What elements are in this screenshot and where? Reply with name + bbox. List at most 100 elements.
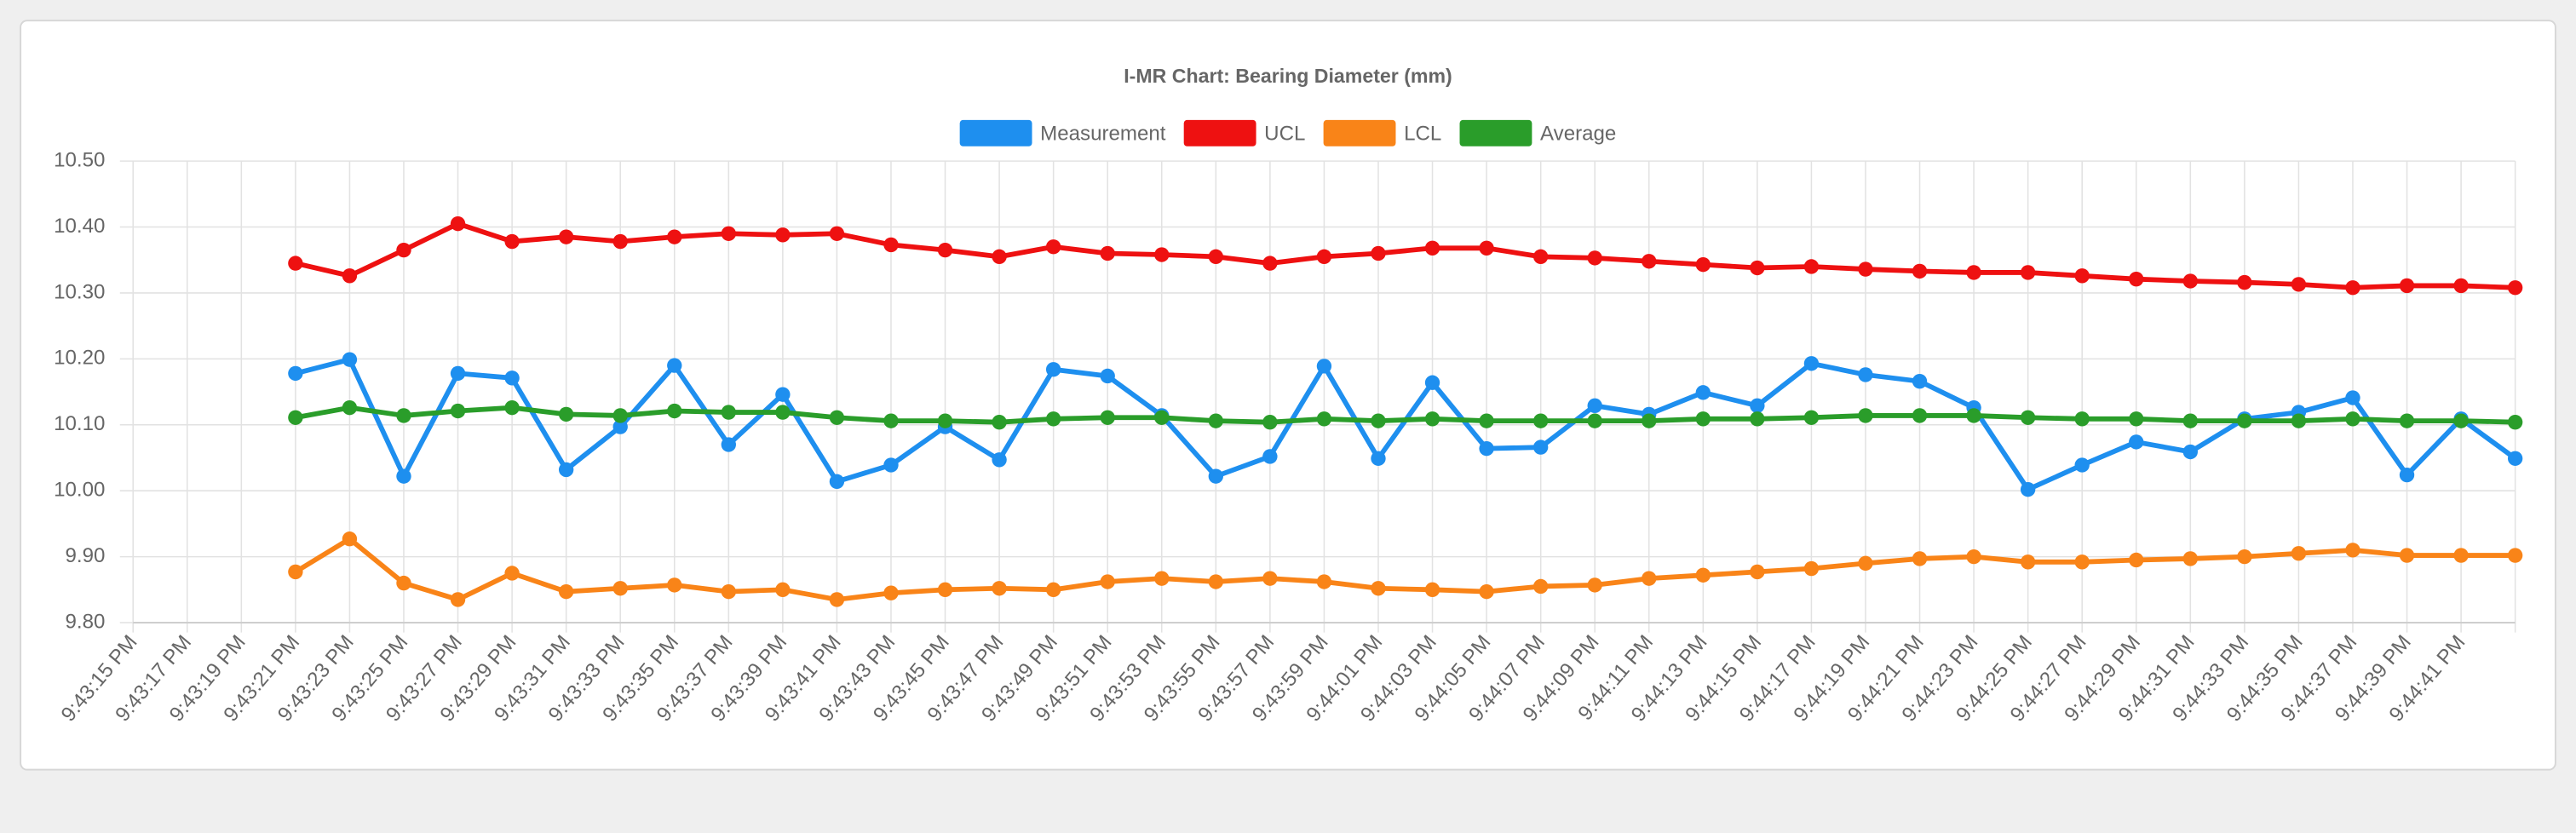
- data-point: [504, 566, 520, 581]
- y-tick-label: 10.50: [54, 148, 105, 171]
- data-point: [1695, 385, 1711, 400]
- data-point: [1371, 451, 1386, 466]
- data-point: [2237, 549, 2252, 565]
- legend-swatch: [1183, 119, 1256, 146]
- legend-label: LCL: [1404, 123, 1441, 146]
- data-point: [504, 371, 520, 386]
- data-point: [2129, 272, 2144, 287]
- data-point: [1966, 408, 1981, 423]
- data-point: [2074, 411, 2090, 427]
- data-point: [612, 581, 628, 596]
- legend-swatch: [1459, 119, 1532, 146]
- data-point: [1100, 574, 1115, 589]
- data-point: [1587, 413, 1602, 428]
- data-point: [1966, 265, 1981, 280]
- data-point: [2399, 548, 2415, 563]
- data-point: [558, 406, 574, 422]
- data-point: [2182, 444, 2198, 460]
- data-point: [450, 403, 466, 419]
- data-point: [396, 575, 411, 591]
- data-point: [1262, 449, 1278, 464]
- data-point: [1316, 411, 1332, 427]
- data-point: [1695, 567, 1711, 583]
- data-point: [2074, 457, 2090, 473]
- data-point: [2345, 280, 2360, 296]
- data-point: [883, 413, 899, 428]
- data-point: [2020, 554, 2036, 570]
- data-point: [1371, 413, 1386, 428]
- data-point: [2074, 268, 2090, 284]
- data-point: [288, 410, 303, 425]
- data-point: [1803, 410, 1820, 425]
- data-point: [1262, 256, 1278, 271]
- data-point: [1208, 413, 1223, 428]
- data-point: [992, 452, 1007, 468]
- y-tick-label: 10.20: [54, 347, 105, 370]
- data-point: [1587, 398, 1602, 414]
- data-point: [1479, 413, 1494, 428]
- data-point: [558, 462, 574, 478]
- data-point: [721, 437, 736, 452]
- data-point: [396, 468, 411, 484]
- data-point: [2129, 552, 2144, 568]
- series-line: [294, 536, 2516, 602]
- data-point: [2345, 411, 2360, 427]
- data-point: [1424, 411, 1440, 427]
- data-point: [1803, 356, 1820, 371]
- data-point: [775, 405, 791, 420]
- data-point: [612, 419, 628, 434]
- data-point: [450, 215, 466, 232]
- data-point: [1858, 261, 1873, 277]
- data-point: [450, 592, 466, 607]
- data-point: [1479, 240, 1494, 256]
- data-point: [2345, 390, 2360, 405]
- legend: Measurement UCL LCL Average: [959, 119, 1616, 146]
- data-point: [992, 581, 1007, 596]
- data-point: [1262, 571, 1278, 586]
- data-point: [1642, 571, 1657, 586]
- data-point: [1858, 367, 1873, 382]
- data-point: [396, 242, 411, 258]
- data-point: [667, 229, 682, 244]
- data-point: [883, 457, 899, 473]
- data-point: [721, 405, 736, 420]
- data-point: [1154, 410, 1170, 425]
- y-tick-label: 9.90: [66, 544, 106, 567]
- data-point: [992, 249, 1007, 265]
- data-point: [775, 227, 791, 243]
- data-point: [288, 564, 303, 580]
- legend-label: Measurement: [1040, 123, 1166, 146]
- data-point: [2182, 551, 2198, 566]
- data-point: [2291, 277, 2307, 292]
- legend-label: Average: [1540, 123, 1616, 146]
- data-point: [2129, 411, 2144, 427]
- data-point: [721, 226, 736, 241]
- data-point: [2074, 554, 2090, 570]
- chart-title: I-MR Chart: Bearing Diameter (mm): [1124, 65, 1452, 87]
- data-point: [342, 531, 358, 547]
- data-point: [342, 268, 358, 284]
- data-point: [937, 242, 953, 258]
- data-point: [1316, 249, 1332, 265]
- data-point: [2345, 543, 2360, 558]
- data-point: [1750, 564, 1765, 580]
- data-point: [2237, 413, 2252, 428]
- data-point: [1208, 249, 1223, 265]
- data-point: [2182, 413, 2198, 428]
- data-point: [667, 403, 682, 419]
- data-point: [937, 582, 953, 598]
- data-point: [775, 387, 791, 402]
- data-point: [2399, 467, 2415, 483]
- data-point: [1424, 582, 1440, 598]
- data-point: [1750, 411, 1765, 427]
- data-point: [1100, 410, 1115, 425]
- data-point: [288, 256, 303, 271]
- y-tick-label: 10.00: [54, 479, 105, 502]
- data-point: [2507, 415, 2523, 430]
- data-point: [829, 226, 845, 241]
- data-point: [558, 229, 574, 244]
- data-point: [1750, 398, 1765, 414]
- data-point: [1316, 574, 1332, 589]
- data-point: [1912, 408, 1928, 423]
- data-point: [450, 365, 466, 382]
